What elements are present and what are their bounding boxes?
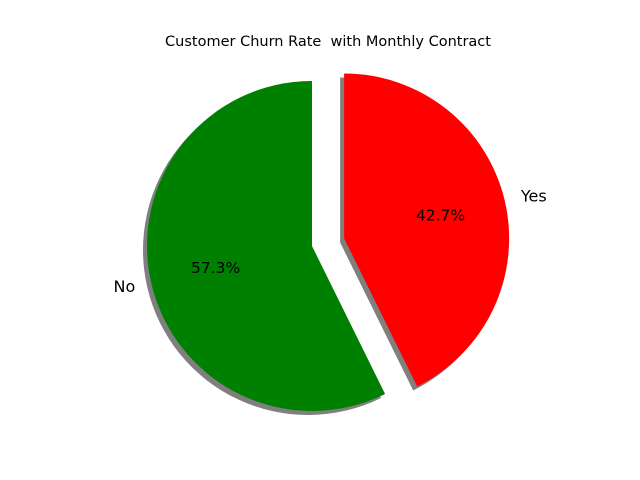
slice-label-no: No xyxy=(113,277,135,296)
percent-label-yes: 42.7% xyxy=(416,206,465,224)
chart-title: Customer Churn Rate with Monthly Contrac… xyxy=(165,34,491,50)
pie-slice-yes xyxy=(344,73,510,387)
percent-label-no: 57.3% xyxy=(191,259,240,277)
pie-labels: No 57.3% Yes 42.7% xyxy=(113,187,546,296)
slice-label-yes: Yes xyxy=(520,187,547,206)
pie-slices xyxy=(146,73,510,411)
pie-slice-no xyxy=(146,81,386,411)
